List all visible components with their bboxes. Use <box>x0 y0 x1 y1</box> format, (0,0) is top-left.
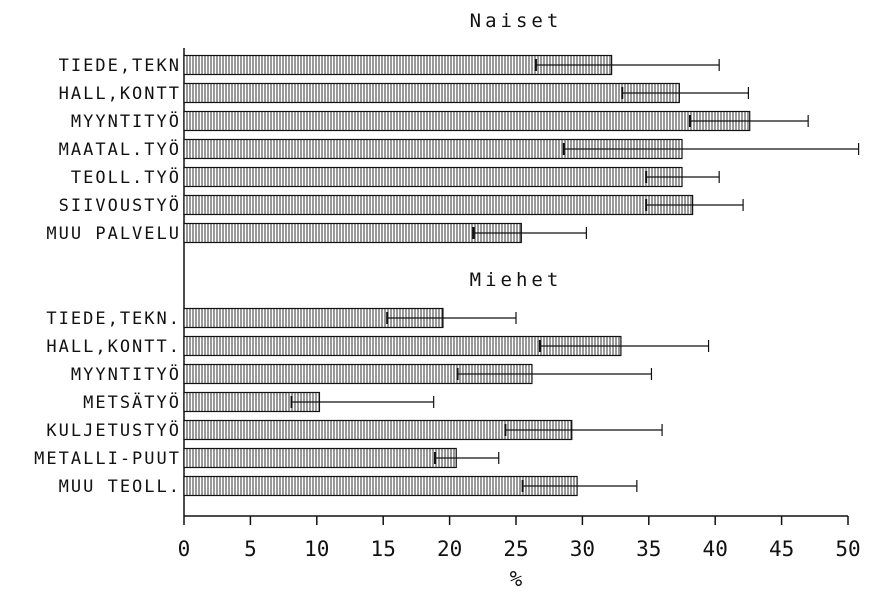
x-tick-label: 30 <box>570 537 595 561</box>
x-tick-label: 45 <box>769 537 794 561</box>
category-label: KULJETUSTYÖ <box>46 419 181 441</box>
x-tick-label: 40 <box>703 537 728 561</box>
category-label: HALL,KONTT <box>59 84 181 104</box>
category-label: MYYNTITYÖ <box>71 363 181 385</box>
category-label: TIEDE,TEKN <box>59 56 181 76</box>
bar <box>183 82 680 104</box>
category-label: TEOLL.TYÖ <box>71 166 181 188</box>
x-tick-label: 50 <box>835 537 860 561</box>
x-tick-label: 5 <box>244 537 257 561</box>
x-axis-label: % <box>510 567 523 591</box>
group-title-0: Naiset <box>470 10 563 32</box>
chart-marks: Naiset TIEDE,TEKN HALL,KONTT MYYNTITYÖ MAATA… <box>34 10 860 591</box>
bar <box>183 222 522 244</box>
bar <box>183 475 578 497</box>
category-label: SIIVOUSTYÖ <box>59 194 181 216</box>
bar <box>183 166 683 188</box>
group-title-1: Miehet <box>470 269 563 291</box>
category-label: MUU PALVELU <box>46 224 181 244</box>
bar <box>183 447 457 469</box>
category-label: MUU TEOLL. <box>59 477 181 497</box>
bar <box>183 110 751 132</box>
category-label: MAATAL.TYÖ <box>59 138 181 160</box>
category-label: TIEDE,TEKN. <box>46 309 181 329</box>
category-label: METALLI-PUUT <box>34 449 181 469</box>
x-tick-label: 20 <box>437 537 462 561</box>
bar <box>183 194 694 216</box>
category-label: METSÄTYÖ <box>83 391 181 413</box>
category-label: HALL,KONTT. <box>46 337 181 357</box>
x-tick-label: 15 <box>371 537 396 561</box>
x-tick-label: 35 <box>636 537 661 561</box>
x-tick-label: 0 <box>178 537 191 561</box>
x-tick-label: 25 <box>503 537 528 561</box>
x-tick-label: 10 <box>304 537 329 561</box>
category-label: MYYNTITYÖ <box>71 110 181 132</box>
